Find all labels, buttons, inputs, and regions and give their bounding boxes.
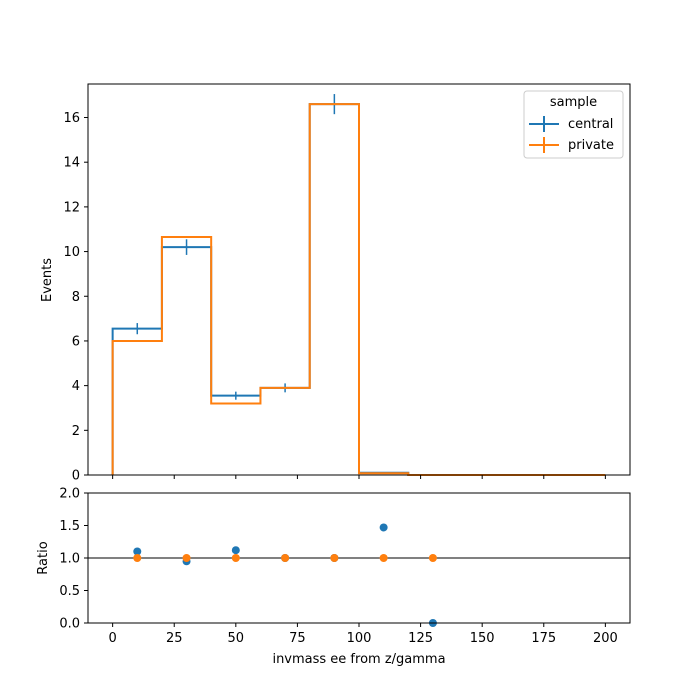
ratio-x-tick-label: 200 — [593, 631, 618, 646]
main-y-tick-label: 10 — [63, 245, 80, 260]
ratio-y-tick-label: 1.0 — [59, 552, 80, 567]
ratio-y-tick-label: 2.0 — [59, 487, 80, 502]
main-y-tick-label: 16 — [63, 111, 80, 126]
main-y-axis-label: Events — [40, 258, 55, 302]
ratio-point-private — [379, 554, 388, 562]
main-y-tick-label: 12 — [63, 200, 80, 215]
legend-box — [523, 90, 624, 159]
legend: sample central private — [523, 90, 624, 159]
main-y-ticks: 0 2 4 6 8 10 12 14 16 — [63, 111, 88, 484]
ratio-point-private — [330, 554, 339, 562]
main-y-tick-label: 8 — [72, 290, 80, 305]
ratio-x-ticks: 0 25 50 75 100 125 150 175 200 — [108, 623, 618, 646]
main-y-tick-label: 2 — [72, 424, 80, 439]
legend-entry-private: private — [529, 137, 614, 153]
main-x-ticks — [112, 475, 606, 479]
main-y-tick-label: 14 — [63, 156, 80, 171]
legend-entry-central: central — [529, 116, 613, 132]
ratio-y-ticks: 0.0 0.5 1.0 1.5 2.0 — [59, 487, 88, 632]
ratio-x-tick-label: 100 — [347, 631, 372, 646]
ratio-x-tick-label: 0 — [108, 631, 116, 646]
ratio-points-layer — [133, 523, 437, 627]
main-y-tick-label: 4 — [72, 379, 80, 394]
ratio-point-central — [133, 547, 142, 556]
ratio-y-tick-label: 1.5 — [59, 519, 80, 534]
main-y-tick-label: 6 — [72, 334, 80, 349]
ratio-x-tick-label: 175 — [531, 631, 556, 646]
ratio-point-central — [231, 546, 240, 555]
ratio-point-private — [133, 554, 142, 562]
legend-label-private: private — [568, 138, 614, 153]
ratio-x-tick-label: 125 — [408, 631, 433, 646]
ratio-x-tick-label: 50 — [228, 631, 245, 646]
ratio-point-private — [231, 554, 240, 562]
legend-label-central: central — [568, 117, 613, 132]
ratio-x-axis-label: invmass ee from z/gamma — [272, 652, 445, 667]
ratio-point-central — [379, 523, 388, 532]
ratio-y-tick-label: 0.0 — [59, 617, 80, 632]
ratio-x-tick-label: 150 — [470, 631, 495, 646]
ratio-x-tick-label: 75 — [289, 631, 306, 646]
main-panel: 0 2 4 6 8 10 12 14 16 Events sample central priv… — [40, 83, 631, 484]
main-y-tick-label: 0 — [72, 469, 80, 484]
legend-title: sample — [550, 95, 597, 110]
ratio-panel: 0.0 0.5 1.0 1.5 2.0 0 25 50 75 100 125 150 175 200 R… — [36, 487, 631, 667]
ratio-y-axis-label: Ratio — [36, 541, 51, 574]
ratio-x-tick-label: 25 — [166, 631, 183, 646]
ratio-point-private — [281, 554, 290, 562]
ratio-point-private — [428, 554, 437, 562]
ratio-y-tick-label: 0.5 — [59, 584, 80, 599]
ratio-point-private — [182, 554, 191, 562]
